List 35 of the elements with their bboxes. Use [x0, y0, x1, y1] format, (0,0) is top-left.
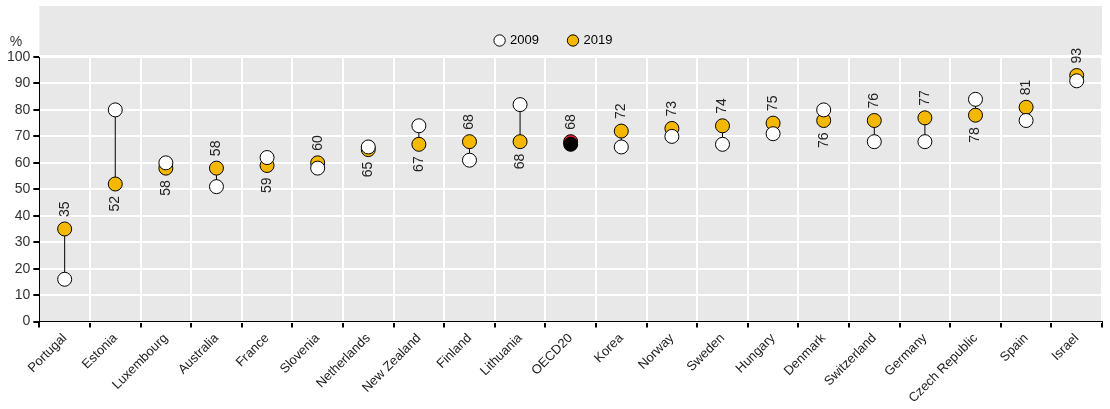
y-tick-label: 80	[14, 100, 31, 117]
data-label: 93	[1067, 47, 1084, 64]
y-tick-label: 40	[14, 206, 31, 223]
data-label: 35	[55, 201, 72, 217]
data-label: 67	[409, 156, 426, 172]
data-label: 68	[561, 113, 578, 130]
y-tick-label: 10	[14, 285, 31, 302]
data-label: 59	[257, 177, 274, 194]
data-label: 65	[359, 161, 376, 178]
data-label: 74	[713, 98, 730, 114]
y-tick-label: 60	[14, 153, 31, 170]
data-label: 76	[814, 132, 831, 149]
data-label: 75	[763, 95, 780, 112]
data-label: 58	[156, 179, 173, 196]
data-label: 81	[1016, 79, 1033, 96]
y-tick-label: 30	[14, 233, 31, 250]
data-label: 77	[915, 90, 932, 106]
data-label: 68	[460, 113, 477, 130]
y-tick-label: 90	[14, 74, 31, 91]
y-axis-title: %	[9, 32, 23, 49]
data-label: 60	[308, 135, 325, 151]
data-label: 72	[612, 103, 629, 120]
y-tick-label: 50	[14, 180, 31, 197]
legend-label: 2019	[583, 32, 613, 48]
y-tick-label: 100	[7, 47, 31, 64]
data-label: 58	[207, 140, 224, 157]
y-tick-label: 70	[14, 127, 31, 144]
y-tick-label: 0	[22, 312, 31, 329]
data-label: 68	[510, 153, 527, 170]
data-label: 52	[106, 195, 123, 212]
data-label: 73	[662, 100, 679, 117]
y-tick-label: 20	[14, 259, 31, 276]
data-label: 78	[966, 127, 983, 143]
legend-label: 2009	[510, 32, 539, 48]
data-label: 76	[865, 92, 882, 109]
